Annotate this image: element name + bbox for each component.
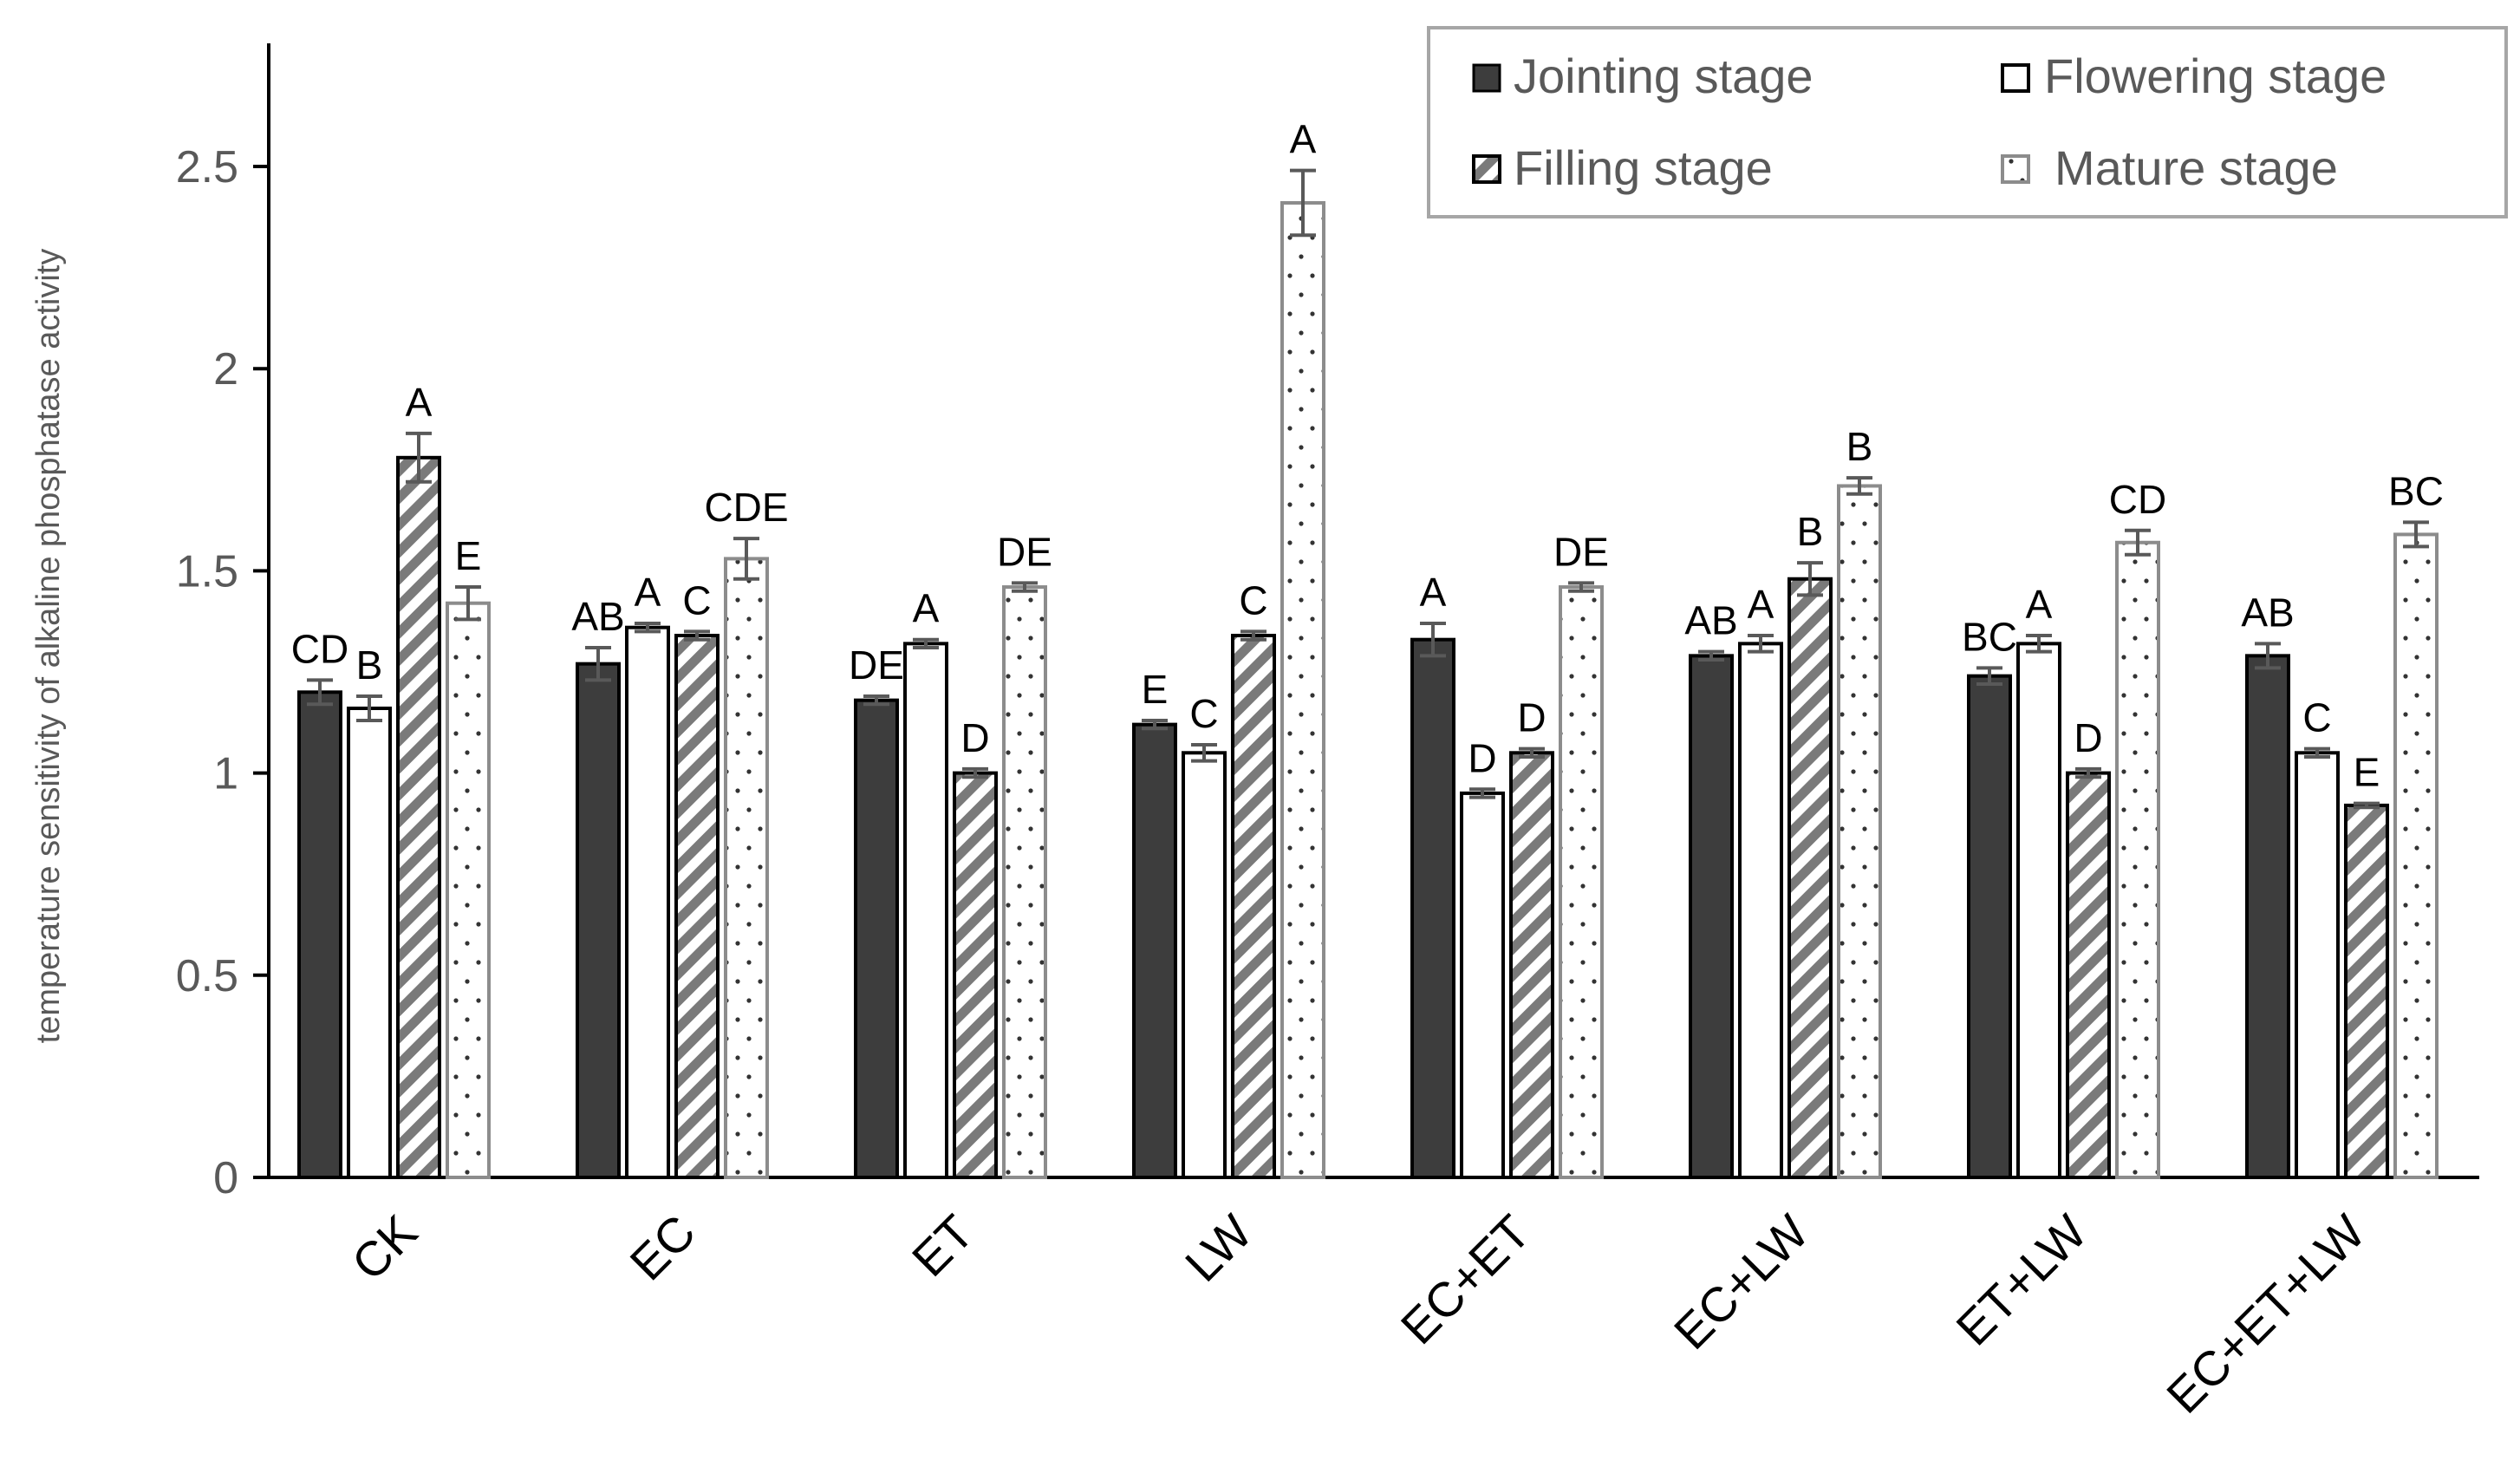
significance-letter: C: [2302, 695, 2331, 740]
bar-hatched: [2066, 771, 2111, 1179]
significance-letter: A: [1290, 117, 1317, 162]
significance-letter: AB: [571, 594, 624, 639]
significance-letter: AB: [1684, 598, 1737, 643]
bar-dotted: [1837, 484, 1882, 1179]
significance-letter: CD: [291, 626, 348, 671]
significance-letter: A: [913, 586, 940, 631]
legend-label-flowering: Flowering stage: [2044, 49, 2387, 103]
legend-swatch-jointing: [1472, 63, 1501, 93]
bar-open: [625, 625, 670, 1179]
significance-letter: A: [635, 570, 661, 615]
bar-open: [2295, 751, 2340, 1180]
legend-item-mature: Mature stage: [2001, 140, 2338, 195]
bar-hatched: [1787, 577, 1833, 1179]
legend-label-filling: Filling stage: [1514, 140, 1773, 195]
bar-open: [347, 706, 392, 1179]
bar-solid: [1967, 674, 2012, 1179]
significance-letter: D: [1517, 695, 1546, 740]
x-category-label: LW: [1175, 1204, 1262, 1292]
x-category-label: EC+LW: [1664, 1204, 1819, 1359]
significance-letter: E: [2354, 750, 2380, 795]
legend-box: [1427, 26, 2508, 218]
legend-label-jointing: Jointing stage: [1514, 49, 1813, 103]
legend-item-filling: Filling stage: [1472, 140, 1773, 195]
significance-letter: BC: [2388, 468, 2444, 513]
bar-solid: [854, 698, 899, 1179]
legend-swatch-mature: [2001, 154, 2030, 184]
x-category-label: ET: [902, 1204, 984, 1287]
significance-letter: B: [1846, 424, 1873, 469]
legend-item-flowering: Flowering stage: [2001, 49, 2387, 103]
significance-letter: C: [1189, 691, 1218, 736]
bar-hatched: [1231, 634, 1276, 1179]
significance-letter: C: [682, 577, 711, 623]
y-tick-label: 2: [213, 344, 238, 394]
bar-hatched: [396, 455, 441, 1179]
x-category-label: EC: [619, 1204, 706, 1291]
y-tick-label: 0: [213, 1153, 238, 1203]
significance-letter: D: [960, 715, 989, 760]
y-tick-label: 1.5: [176, 546, 238, 597]
bar-solid: [1689, 654, 1734, 1179]
significance-letter: A: [1420, 570, 1447, 615]
bar-dotted: [2115, 540, 2160, 1179]
x-axis: CK EC ET LW EC+ET EC+LW ET+LW EC+ET+LW: [269, 1176, 2479, 1424]
x-category-label: EC+ET: [1390, 1204, 1540, 1354]
bar-dotted: [724, 557, 769, 1179]
significance-letter: DE: [997, 529, 1052, 574]
bar-solid: [297, 690, 342, 1179]
significance-letter: CD: [2109, 477, 2166, 522]
significance-letter: A: [406, 380, 433, 425]
bar-solid: [576, 662, 621, 1179]
significance-letter: E: [1142, 667, 1169, 712]
bar-solid: [1410, 637, 1455, 1179]
legend-swatch-flowering: [2001, 63, 2030, 93]
significance-letter: DE: [849, 642, 904, 688]
legend-item-jointing: Jointing stage: [1472, 49, 1813, 103]
legend-label-mature: Mature stage: [2054, 140, 2338, 195]
bar-solid: [1132, 722, 1177, 1179]
y-tick-label: 1: [213, 749, 238, 799]
bar-hatched: [2344, 803, 2389, 1179]
y-axis: 0 0.5 1 1.5 2 2.5: [176, 43, 270, 1203]
significance-letter: B: [356, 642, 383, 688]
bar-open: [2016, 642, 2061, 1179]
significance-letter: E: [455, 533, 482, 578]
y-tick-label: 2.5: [176, 142, 238, 192]
significance-letter: D: [1468, 735, 1496, 780]
bar-hatched: [953, 771, 998, 1179]
x-category-label: ET+LW: [1945, 1204, 2097, 1356]
bar-dotted: [1559, 585, 1604, 1179]
y-tick-label: 0.5: [176, 951, 238, 1001]
significance-letter: AB: [2241, 590, 2294, 635]
bar-open: [903, 642, 948, 1179]
legend: Jointing stage Flowering stage Filling s…: [1427, 26, 2508, 218]
y-axis-title: temperature sensitivity of alkaline phos…: [30, 249, 67, 1044]
bar-hatched: [1509, 751, 1554, 1180]
bar-hatched: [674, 634, 720, 1179]
bar-solid: [2245, 654, 2290, 1179]
significance-letter: A: [1748, 582, 1774, 627]
x-category-label: CK: [341, 1204, 427, 1291]
bar-open: [1460, 791, 1505, 1179]
significance-letter: B: [1797, 509, 1824, 554]
significance-letter: A: [2026, 582, 2053, 627]
bar-dotted: [1280, 200, 1325, 1180]
bar-dotted: [2393, 532, 2439, 1179]
bar-dotted: [446, 601, 491, 1179]
significance-letter: CDE: [704, 485, 788, 530]
legend-swatch-filling: [1472, 154, 1501, 184]
bar-open: [1182, 751, 1227, 1180]
error-bars: [307, 168, 2429, 810]
bars: [297, 200, 2439, 1180]
significance-letter: C: [1239, 577, 1267, 623]
significance-letter: D: [2074, 715, 2102, 760]
bar-open: [1738, 642, 1783, 1179]
significance-letter: DE: [1553, 529, 1609, 574]
significance-letter: BC: [1962, 614, 2017, 659]
bar-dotted: [1002, 585, 1047, 1179]
x-category-label: EC+ET+LW: [2156, 1204, 2375, 1424]
